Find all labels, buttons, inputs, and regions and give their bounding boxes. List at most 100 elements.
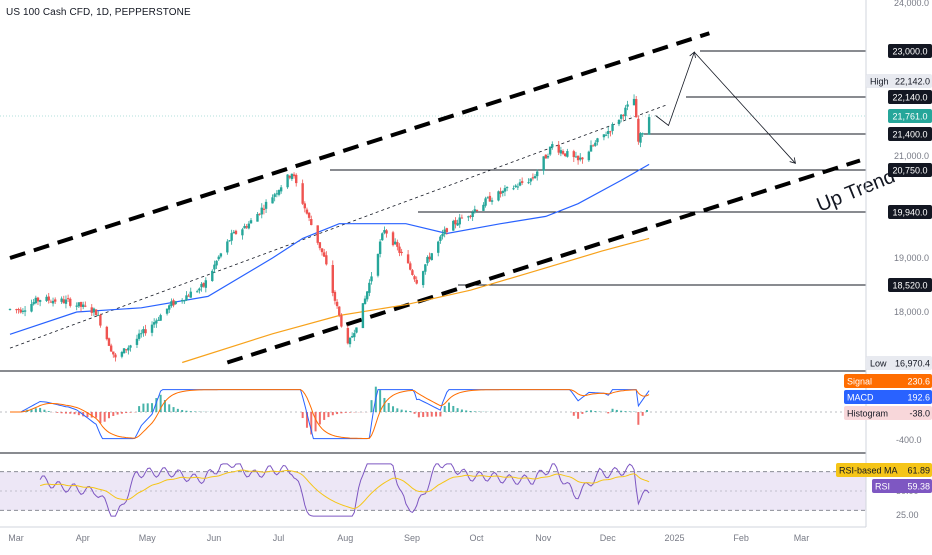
candle-body bbox=[32, 302, 34, 304]
chart-title: US 100 Cash CFD, 1D, PEPPERSTONE bbox=[6, 7, 191, 18]
candle-body bbox=[547, 156, 549, 158]
candle-body bbox=[497, 191, 499, 200]
candle-body bbox=[431, 253, 433, 260]
candle-body bbox=[340, 316, 342, 327]
x-tick-label: Jun bbox=[207, 533, 222, 543]
candle-body bbox=[471, 212, 473, 217]
candle bbox=[377, 253, 379, 277]
price-badge-22140: 22,140.0 bbox=[888, 90, 932, 104]
candle-body bbox=[278, 190, 280, 195]
candle-body bbox=[91, 307, 93, 313]
candle bbox=[106, 326, 108, 341]
candle-body bbox=[110, 346, 112, 352]
candle-body bbox=[609, 131, 611, 132]
candle bbox=[123, 348, 125, 354]
macd-histogram-bar bbox=[418, 412, 420, 417]
candle-body bbox=[123, 348, 125, 353]
macd-histogram-bar bbox=[319, 412, 321, 424]
candle-body bbox=[579, 158, 581, 160]
candle-body bbox=[136, 339, 138, 345]
candle-body bbox=[566, 151, 568, 157]
macd-histogram-bar bbox=[349, 412, 351, 413]
candle-body bbox=[198, 289, 200, 291]
low-badge: Low 16,970.4 bbox=[866, 356, 932, 370]
macd-histogram-bar bbox=[616, 410, 618, 412]
candle-body bbox=[153, 322, 155, 325]
candle-body bbox=[308, 213, 310, 218]
macd-histogram-bar bbox=[624, 411, 626, 412]
candle-body bbox=[187, 296, 189, 297]
candle-body bbox=[338, 307, 340, 316]
macd-histogram-bar bbox=[642, 412, 644, 416]
macd-histogram-bar bbox=[607, 412, 609, 413]
candle bbox=[637, 115, 639, 144]
x-tick-label: Nov bbox=[535, 533, 552, 543]
candle-body bbox=[347, 328, 349, 343]
x-tick-label: Jul bbox=[273, 533, 285, 543]
price-badge-21400: 21,400.0 bbox=[888, 127, 932, 141]
macd-histogram-bar bbox=[74, 412, 76, 414]
histogram-badge: Histogram-38.0 bbox=[844, 406, 932, 420]
candle-body bbox=[205, 280, 207, 288]
candle-body bbox=[476, 210, 478, 211]
macd-histogram-bar bbox=[185, 411, 187, 412]
candle-body bbox=[517, 187, 519, 188]
macd-histogram-bar bbox=[138, 406, 140, 412]
candle-body bbox=[142, 329, 144, 333]
x-tick-label: Sep bbox=[404, 533, 420, 543]
low-badge-label: Low bbox=[870, 359, 887, 369]
candle-body bbox=[168, 305, 170, 309]
macd-histogram-bar bbox=[448, 403, 450, 412]
macd-histogram-bar bbox=[422, 412, 424, 417]
y-tick-label: 18,000.0 bbox=[894, 307, 929, 317]
candle-body bbox=[54, 299, 56, 301]
candle-body bbox=[60, 299, 62, 302]
candle bbox=[286, 174, 288, 189]
candle-body bbox=[263, 209, 265, 210]
candle-body bbox=[276, 193, 278, 194]
candle-body bbox=[407, 254, 409, 263]
macd-histogram-bar bbox=[95, 412, 97, 418]
candle-body bbox=[220, 253, 222, 256]
candle-body bbox=[289, 176, 291, 178]
candle-body bbox=[368, 283, 370, 293]
macd-histogram-bar bbox=[629, 411, 631, 412]
candle-body bbox=[65, 299, 67, 303]
candle-body bbox=[400, 252, 402, 253]
candle-body bbox=[635, 99, 637, 117]
candle-body bbox=[626, 104, 628, 106]
candle-body bbox=[9, 309, 11, 310]
candle-body bbox=[549, 147, 551, 155]
macd-histogram-bar bbox=[637, 412, 639, 425]
candle-body bbox=[422, 271, 424, 285]
macd-histogram-bar bbox=[401, 410, 403, 412]
candle-body bbox=[50, 302, 52, 303]
candle-body bbox=[235, 231, 237, 234]
candle-body bbox=[534, 176, 536, 178]
candle-body bbox=[452, 221, 454, 231]
macd-badge-value: 192.6 bbox=[907, 393, 930, 403]
candle-body bbox=[67, 298, 69, 299]
candle-body bbox=[409, 263, 411, 269]
macd-histogram-bar bbox=[646, 410, 648, 412]
candle-body bbox=[482, 205, 484, 211]
macd-histogram-bar bbox=[39, 408, 41, 412]
candle-body bbox=[48, 297, 50, 301]
candle-body bbox=[362, 303, 364, 328]
candle-body bbox=[99, 315, 101, 326]
candle-body bbox=[545, 155, 547, 159]
x-tick-label: Mar bbox=[794, 533, 810, 543]
low-badge-value: 16,970.4 bbox=[895, 359, 930, 369]
candle-body bbox=[398, 247, 400, 253]
candle-body bbox=[605, 135, 607, 136]
macd-histogram-bar bbox=[461, 410, 463, 412]
candle-body bbox=[140, 333, 142, 334]
candle-body bbox=[226, 241, 228, 252]
rsi-ma-badge-label: RSI-based MA bbox=[839, 466, 898, 476]
candle-body bbox=[17, 309, 19, 310]
macd-histogram-bar bbox=[117, 412, 119, 415]
